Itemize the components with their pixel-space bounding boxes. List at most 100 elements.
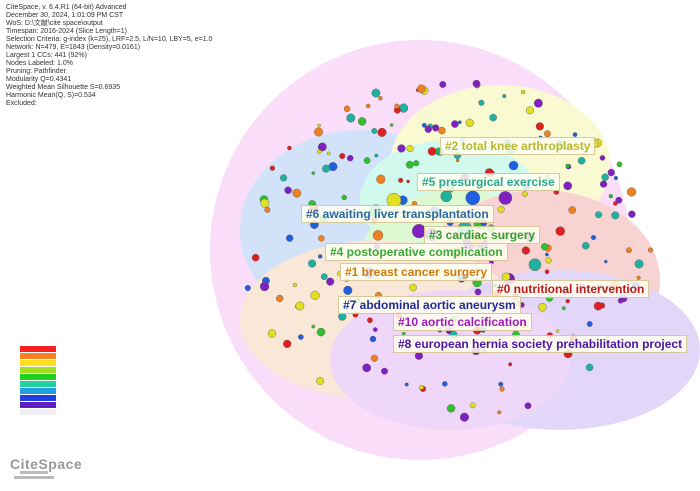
header: CiteSpace, v. 6.4.R1 (64-bit) Advanced De… (6, 4, 212, 108)
header-line: WoS: D:\文献\cite space\output (6, 20, 103, 27)
node (286, 234, 294, 242)
node (343, 285, 353, 295)
node (595, 211, 603, 219)
node (555, 329, 560, 333)
node (311, 171, 316, 175)
node (628, 210, 636, 218)
node (585, 363, 594, 372)
node (446, 404, 456, 413)
node (369, 335, 377, 343)
node (499, 386, 505, 392)
node (409, 283, 417, 292)
header-line: December 30, 2024, 1:01:09 PM CST (6, 12, 124, 19)
node (362, 363, 372, 373)
node (363, 157, 371, 164)
node (502, 94, 507, 99)
header-line: Pruning: Pathfinder (6, 68, 66, 75)
node (465, 118, 474, 127)
node (326, 277, 335, 286)
node (341, 194, 347, 201)
node (555, 226, 565, 236)
node (544, 269, 550, 275)
node (406, 179, 410, 184)
node (611, 211, 620, 220)
node (432, 124, 440, 132)
node (563, 181, 572, 191)
header-line: Largest 1 CCs: 441 (92%) (6, 52, 87, 59)
node (565, 163, 570, 169)
node (308, 259, 317, 268)
node (310, 290, 320, 300)
node (582, 242, 590, 250)
node (593, 301, 603, 311)
node (316, 377, 325, 385)
node (413, 160, 420, 167)
node (357, 117, 367, 126)
node (317, 149, 322, 154)
node (533, 98, 543, 108)
node (318, 235, 325, 242)
node (538, 303, 547, 312)
node (525, 106, 534, 115)
node (292, 188, 302, 198)
node (457, 120, 462, 125)
node (586, 321, 593, 327)
cluster-label: #4 postoperative complication (325, 243, 508, 261)
node (498, 381, 504, 387)
node (371, 128, 378, 134)
node (524, 402, 532, 410)
node (372, 230, 384, 241)
node (440, 190, 452, 203)
node (326, 151, 331, 156)
node (421, 122, 427, 128)
node (376, 174, 386, 184)
node (489, 113, 497, 122)
node (451, 120, 459, 128)
node (320, 273, 328, 280)
node (498, 191, 513, 205)
node (478, 99, 485, 106)
node (617, 297, 624, 304)
node (568, 206, 577, 214)
node (264, 206, 271, 213)
node (616, 161, 623, 168)
node (260, 198, 270, 208)
node (565, 299, 570, 304)
logo: CiteSpace (10, 456, 83, 472)
node (626, 187, 637, 197)
node (520, 89, 526, 95)
node (545, 257, 552, 264)
node (528, 258, 542, 271)
node (317, 123, 321, 128)
header-line: Network: N=479, E=1843 (Density=0.0161) (6, 44, 141, 51)
node (508, 160, 519, 171)
node (465, 190, 480, 206)
node (317, 142, 327, 152)
node (541, 243, 549, 251)
node (381, 367, 388, 375)
node (414, 351, 423, 360)
node (521, 246, 530, 255)
node (613, 175, 618, 181)
node (365, 103, 371, 109)
node (244, 284, 251, 292)
node (455, 158, 460, 163)
cluster-label: #8 european hernia society prehabilitati… (393, 335, 688, 353)
node (372, 327, 378, 332)
node (439, 81, 447, 88)
node (474, 288, 482, 296)
node (267, 329, 277, 338)
node (497, 205, 505, 213)
node (295, 301, 305, 311)
node (601, 173, 609, 181)
node (599, 155, 606, 161)
node (280, 174, 288, 182)
node (276, 294, 284, 303)
node (398, 177, 404, 183)
logo-icon (14, 471, 54, 479)
node (599, 180, 608, 188)
node (535, 122, 544, 131)
node (374, 153, 379, 158)
node (394, 103, 400, 109)
